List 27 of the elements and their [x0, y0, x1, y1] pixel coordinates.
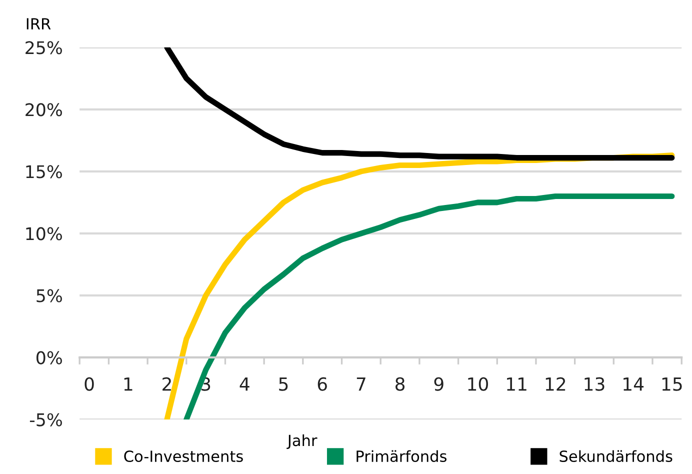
- x-tick-label: 6: [318, 377, 327, 391]
- x-tick-label: 0: [84, 377, 94, 391]
- legend-label: Co-Investments: [124, 450, 243, 462]
- y-tick-label: 25%: [26, 41, 62, 54]
- y-tick-label: 0%: [36, 351, 62, 364]
- x-tick-label: 12: [546, 377, 566, 391]
- y-axis-title: IRR: [26, 18, 51, 30]
- y-tick-label: 5%: [36, 289, 62, 302]
- x-tick-label: 5: [279, 377, 288, 391]
- x-tick-label: 4: [240, 377, 250, 391]
- x-tick-label: 1: [124, 377, 132, 391]
- x-tick-label: 11: [507, 377, 526, 391]
- x-tick-label: 9: [434, 377, 444, 391]
- x-tick-label: 13: [584, 377, 604, 391]
- legend-label: Sekundärfonds: [560, 450, 672, 462]
- y-tick-label: 20%: [26, 103, 62, 116]
- y-tick-label: -5%: [30, 413, 62, 426]
- x-tick-label: 7: [356, 377, 366, 391]
- x-axis-title: Jahr: [286, 434, 318, 450]
- y-tick-label: 10%: [26, 227, 62, 240]
- x-tick-label: 8: [396, 377, 405, 391]
- x-tick-label: 2: [162, 377, 171, 391]
- x-tick-label: 10: [468, 377, 488, 391]
- x-tick-label: 15: [662, 377, 682, 391]
- y-tick-label: 15%: [26, 165, 62, 178]
- x-tick-label: 14: [624, 377, 644, 391]
- legend-label: Primärfonds: [356, 450, 446, 462]
